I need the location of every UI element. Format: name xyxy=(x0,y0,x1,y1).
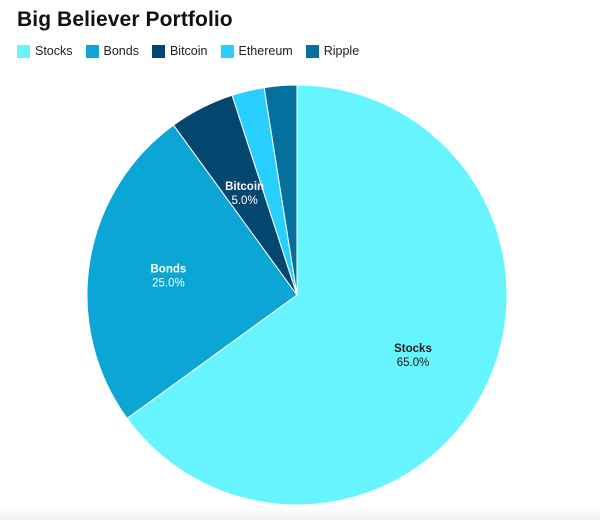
legend-label-ripple: Ripple xyxy=(323,44,360,58)
legend-item-bitcoin[interactable]: Bitcoin xyxy=(151,44,208,58)
slice-value-bonds: 25.0% xyxy=(152,278,185,290)
legend-swatch-ethereum xyxy=(220,44,234,58)
slice-value-bitcoin: 5.0% xyxy=(231,195,257,207)
legend: Stocks Bonds Bitcoin Ethereum Ripple xyxy=(17,44,359,58)
slice-label-bitcoin: Bitcoin xyxy=(225,181,264,193)
legend-label-bonds: Bonds xyxy=(103,44,139,58)
pie-slice-bonds[interactable] xyxy=(86,124,298,420)
pie-slice-stocks[interactable] xyxy=(126,84,508,506)
legend-item-ripple[interactable]: Ripple xyxy=(305,44,360,58)
pie-slice-ripple[interactable] xyxy=(263,84,298,296)
slice-label-bonds: Bonds xyxy=(151,264,187,276)
legend-swatch-bitcoin xyxy=(151,44,165,58)
legend-label-ethereum: Ethereum xyxy=(238,44,293,58)
legend-label-bitcoin: Bitcoin xyxy=(169,44,208,58)
legend-swatch-stocks xyxy=(17,44,30,58)
slice-label-stocks: Stocks xyxy=(394,343,432,355)
slice-value-stocks: 65.0% xyxy=(397,357,430,369)
chart-title: Big Believer Portfolio xyxy=(17,8,233,31)
bottom-edge xyxy=(0,506,600,520)
legend-item-ethereum[interactable]: Ethereum xyxy=(220,44,293,58)
legend-item-bonds[interactable]: Bonds xyxy=(85,44,139,58)
legend-item-stocks[interactable]: Stocks xyxy=(17,44,73,58)
legend-swatch-ripple xyxy=(305,44,319,58)
legend-swatch-bonds xyxy=(85,44,99,58)
legend-label-stocks: Stocks xyxy=(35,44,73,58)
